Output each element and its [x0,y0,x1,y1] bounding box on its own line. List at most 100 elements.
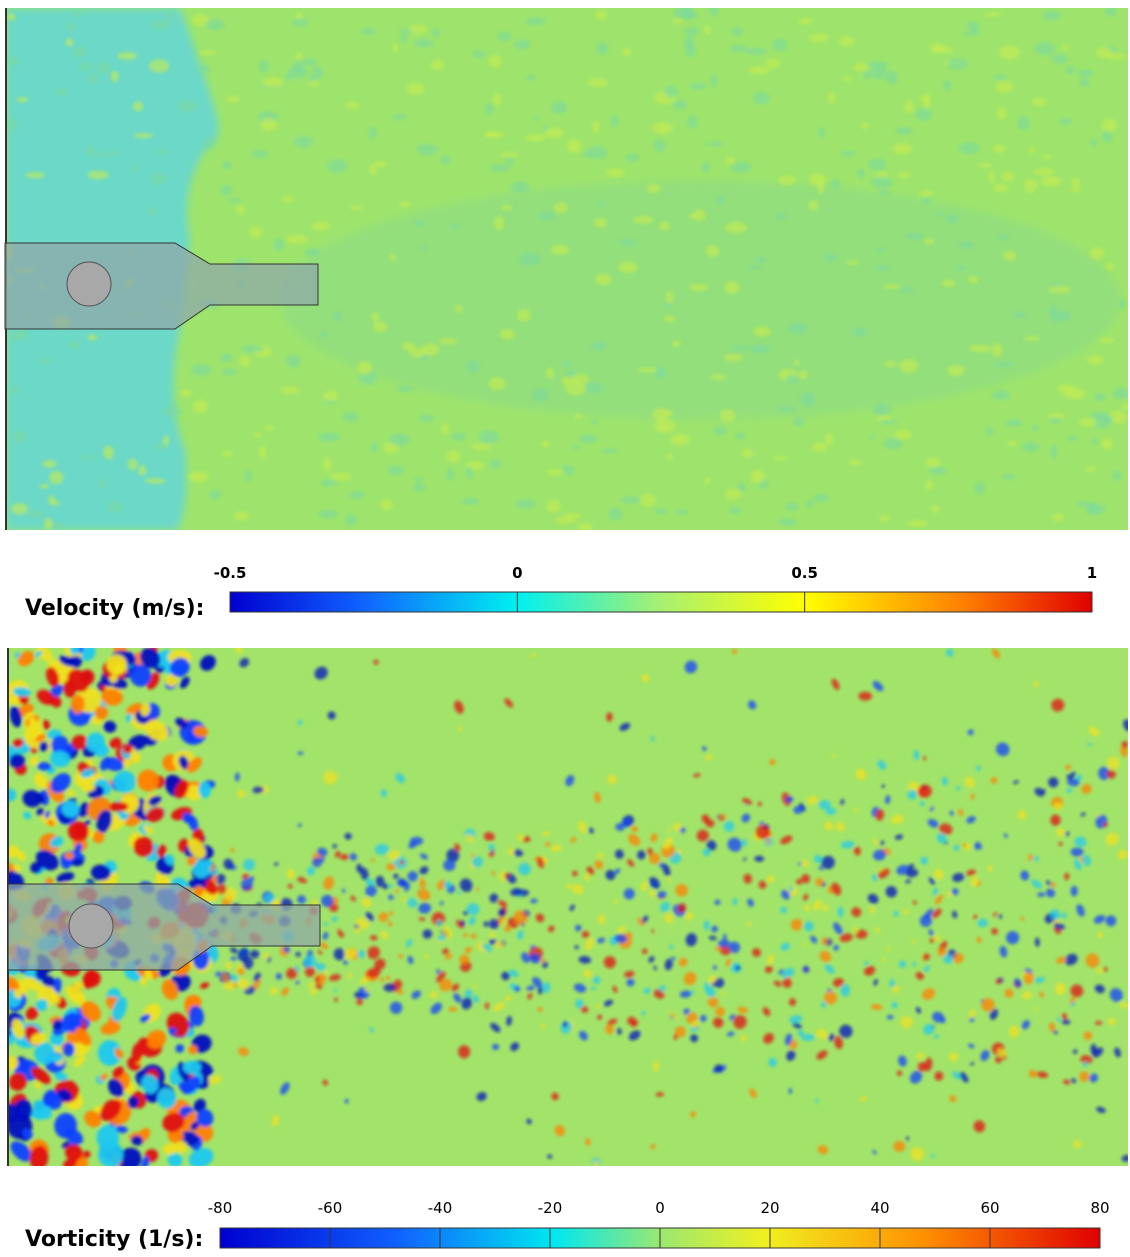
vortex-blob [949,1095,957,1103]
vortex-blob [818,800,832,810]
vortex-blob [989,1008,999,1020]
speckle [693,209,706,222]
vortex-blob [162,1112,185,1133]
vortex-blob [35,650,43,658]
vortex-blob [1094,984,1105,994]
vortex-blob [262,952,269,959]
vortex-blob [650,833,658,843]
vortex-blob [230,974,239,982]
speckle [1089,247,1105,260]
vortex-blob [647,847,653,856]
vortex-blob [606,712,613,722]
vortex-blob [662,863,671,877]
vortex-blob [188,878,207,890]
speckle [319,331,329,338]
vortex-blob [235,648,243,654]
speckle [637,367,659,373]
tick-label: 1 [1087,564,1097,582]
vortex-blob [649,889,656,897]
speckle [422,343,440,356]
speckle [853,62,869,72]
vortex-blob [388,884,393,889]
vortex-blob [594,791,601,803]
vortex-blob [1053,1030,1058,1035]
speckle [655,365,666,380]
vortex-blob [941,776,948,786]
speckle [618,261,638,274]
vortex-blob [969,1017,975,1022]
vortex-blob [295,951,301,957]
vortex-blob [527,992,533,1000]
vortex-blob [877,868,890,879]
speckle [330,472,352,481]
vortex-blob [388,894,394,901]
vortex-blob [759,821,765,825]
vortex-blob [314,962,327,971]
speckle [809,33,829,42]
speckle [1101,416,1114,423]
tick-label: -20 [538,1199,563,1217]
vortex-blob [612,985,618,993]
speckle [973,344,992,353]
vortex-blob [1120,745,1128,758]
vortex-blob [915,1006,922,1014]
vortex-blob [1061,912,1068,919]
vortex-blob [295,980,300,985]
speckle [1051,513,1065,522]
speckle [357,361,373,375]
speckle [896,172,911,178]
vortex-blob [828,1033,835,1042]
speckle [342,412,359,422]
vortex-blob [931,1153,935,1158]
vortex-blob [521,952,530,963]
vortex-blob [773,980,782,987]
vortex-blob [1055,982,1066,996]
vortex-blob [874,927,881,933]
vortex-blob [225,961,232,970]
vortex-blob [575,998,584,1009]
speckle [97,61,111,74]
tick-label: 80 [1090,1199,1109,1217]
vortex-blob [690,1027,697,1032]
vortex-blob [640,1010,646,1016]
cylinder [68,903,114,949]
vortex-blob [815,1098,819,1104]
vortex-blob [593,1160,600,1166]
vortex-blob [283,946,291,953]
speckle [765,58,781,68]
vortex-blob [891,814,904,824]
vortex-blob [990,776,998,784]
vortex-blob [286,869,295,879]
vortex-blob [711,925,719,933]
speckle [205,19,226,31]
vortex-blob [342,888,346,894]
speckle [1105,262,1114,271]
colorbar-label: Vorticity (1/s): [25,1227,203,1252]
vortex-blob [306,866,316,876]
speckle [675,509,689,515]
vortex-blob [86,758,94,766]
vortex-blob [821,855,835,870]
speckle [1079,77,1090,87]
speckle [885,70,899,84]
speckle [798,18,813,25]
vortex-blob [893,1140,906,1152]
speckle [919,190,934,197]
vortex-blob [280,1082,290,1095]
vortex-blob [572,884,584,895]
speckle [525,75,536,81]
vortex-blob [1034,937,1040,947]
vortex-blob [109,737,122,749]
speckle [713,426,727,436]
speckle [489,459,501,469]
vortex-blob [361,897,372,908]
vortex-blob [624,970,635,978]
vortex-blob [49,836,64,848]
vortex-blob [833,922,843,935]
vortex-blob [187,856,197,866]
vortex-blob [540,1023,546,1030]
vortex-blob [614,849,624,859]
speckle [929,43,947,52]
vortex-blob [334,988,338,993]
speckle [883,438,903,450]
